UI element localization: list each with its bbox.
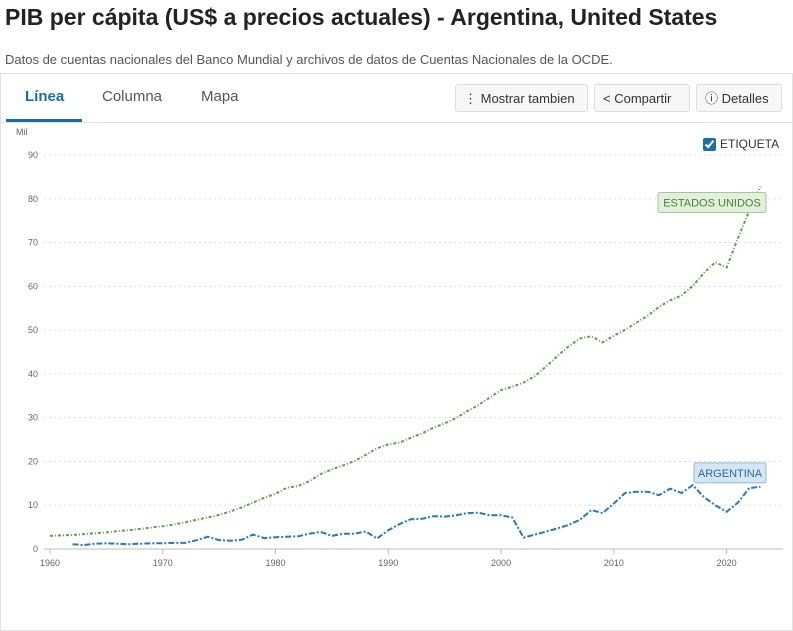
button-label: Detalles [721, 91, 769, 106]
button-label: Compartir [614, 91, 672, 106]
tab[interactable]: Columna [102, 88, 163, 105]
button[interactable]: < Compartir [594, 84, 690, 112]
button[interactable]: ⓘ Detalles [696, 84, 782, 112]
chart-card: Línea Columna Mapa ⋮ Mostrar tambien < C… [0, 73, 793, 631]
tab[interactable]: Línea [25, 88, 65, 105]
label-toggle[interactable]: ETIQUETA [703, 137, 779, 151]
tab[interactable]: Mapa [201, 88, 239, 105]
subtitle: Datos de cuentas nacionales del Banco Mu… [5, 52, 613, 67]
button[interactable]: ⋮ Mostrar tambien [455, 84, 588, 112]
separator [1, 122, 792, 123]
page-title: PIB per cápita (US$ a precios actuales) … [5, 4, 718, 30]
toggle-label: ETIQUETA [720, 137, 780, 151]
tab-underline [6, 119, 82, 122]
checkbox[interactable] [703, 137, 716, 151]
button-label: Mostrar tambien [480, 91, 575, 106]
